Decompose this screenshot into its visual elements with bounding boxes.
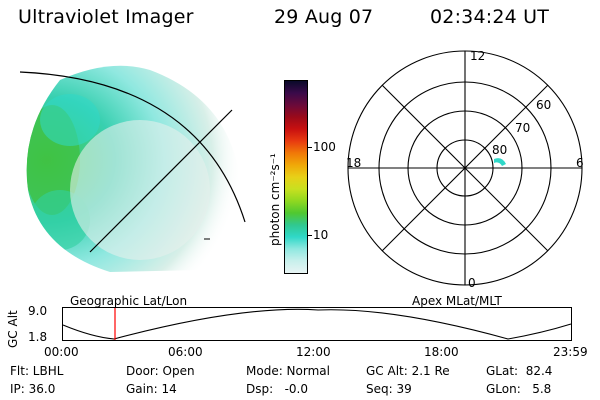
mlt-label-12: 12 — [470, 49, 485, 63]
lat-label-80: 80 — [492, 143, 507, 157]
x-tick-0600: 06:00 — [168, 345, 203, 359]
timeline-y-tick-low: 1.8 — [28, 330, 48, 344]
timeline-left-title: Geographic Lat/Lon — [70, 294, 188, 308]
status-gc-alt: GC Alt: 2.1 Re — [366, 364, 450, 378]
status-dsp: Dsp: -0.0 — [246, 382, 309, 396]
limb-curve — [19, 71, 246, 223]
mlt-label-18: 18 — [346, 156, 361, 170]
status-filter: Flt: LBHL — [10, 364, 64, 378]
x-tick-1200: 12:00 — [296, 345, 331, 359]
altitude-curve — [62, 308, 572, 340]
x-tick-0000: 00:00 — [44, 345, 79, 359]
time-label: 02:34:24 UT — [430, 6, 550, 28]
status-door: Door: Open — [126, 364, 195, 378]
polar-diagonal — [381, 84, 549, 252]
colorbar-tick-10: 10 — [313, 228, 329, 242]
meridian-line — [89, 109, 233, 253]
instrument-title: Ultraviolet Imager — [18, 6, 194, 28]
status-glat: GLat: 82.4 — [486, 364, 553, 378]
timeline-y-tick-high: 9.0 — [28, 304, 48, 318]
mlt-label-6: 6 — [576, 156, 584, 170]
x-tick-2359: 23:59 — [553, 345, 588, 359]
status-glon: GLon: 5.8 — [486, 382, 552, 396]
status-seq: Seq: 39 — [366, 382, 412, 396]
polar-aurora-spot — [494, 158, 506, 166]
colorbar-tick-mark — [307, 235, 312, 236]
colorbar-unit-label: photon cm⁻²s⁻¹ — [268, 153, 282, 246]
timeline-track — [62, 307, 572, 341]
polar-plot: 12 18 6 0 60 70 80 — [346, 49, 584, 288]
colorbar-tick-mark — [307, 147, 312, 148]
date-label: 29 Aug 07 — [274, 6, 374, 28]
aurora-emission — [26, 65, 241, 272]
uv-image-panel — [19, 65, 246, 272]
mlt-label-0: 0 — [468, 276, 476, 288]
colorbar-tick-100: 100 — [313, 140, 336, 154]
lat-label-70: 70 — [515, 121, 530, 135]
x-tick-1800: 18:00 — [424, 345, 459, 359]
timeline-y-label: GC Alt — [6, 310, 20, 348]
timeline-right-title: Apex MLat/MLT — [412, 294, 502, 308]
status-gain: Gain: 14 — [126, 382, 177, 396]
colorbar — [284, 80, 308, 274]
colorbar-gradient — [285, 81, 307, 273]
status-mode: Mode: Normal — [246, 364, 330, 378]
lat-label-60: 60 — [536, 98, 551, 112]
status-ip: IP: 36.0 — [10, 382, 56, 396]
